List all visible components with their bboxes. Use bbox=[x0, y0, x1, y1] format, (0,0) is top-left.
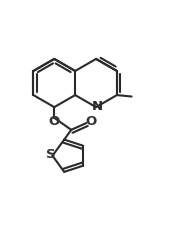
Text: O: O bbox=[85, 115, 96, 128]
Text: O: O bbox=[49, 115, 60, 128]
Text: N: N bbox=[91, 100, 102, 113]
Text: S: S bbox=[46, 148, 55, 161]
